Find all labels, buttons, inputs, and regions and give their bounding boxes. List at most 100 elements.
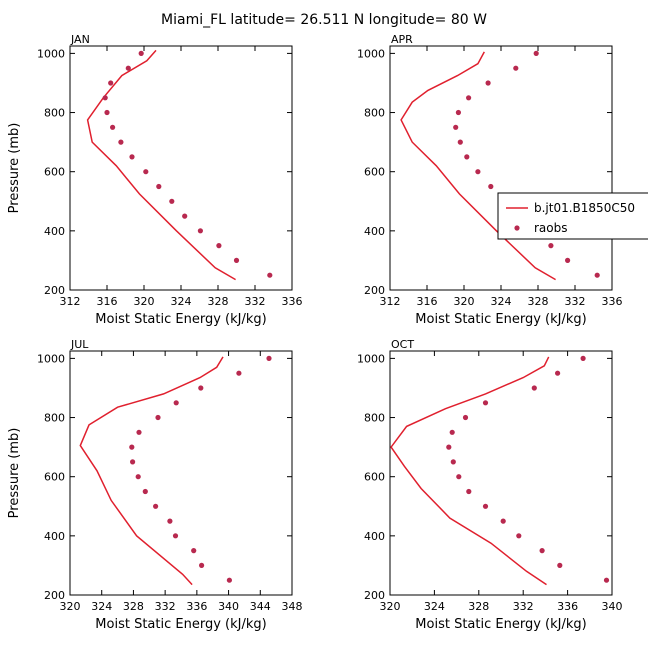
x-tick-label: 336 xyxy=(186,600,207,613)
raobs-point xyxy=(156,183,162,190)
panel-title-jan: JAN xyxy=(70,33,90,46)
y-tick-label: 400 xyxy=(364,530,385,543)
raobs-point xyxy=(482,400,489,406)
x-axis-label-jul: Moist Static Energy (kJ/kg) xyxy=(95,617,266,632)
y-tick-label: 600 xyxy=(364,166,385,179)
x-tick-label: 316 xyxy=(97,295,118,308)
legend-model-label: b.jt01.B1850C50 xyxy=(534,201,635,215)
raobs-point xyxy=(446,444,452,450)
raobs-point xyxy=(456,474,462,480)
panels-group: JAN 312 316 320 324 328 332 336 200 400 600 800 1000… xyxy=(7,33,648,632)
legend: b.jt01.B1850C50 raobs xyxy=(497,192,648,240)
raobs-point xyxy=(603,577,610,583)
raobs-point xyxy=(129,154,135,160)
x-tick-label: 328 xyxy=(468,600,489,613)
y-tick-label: 1000 xyxy=(37,47,65,60)
x-tick-label: 316 xyxy=(417,295,438,308)
plot-frame-jan xyxy=(69,45,293,291)
raobs-point xyxy=(500,518,506,524)
x-tick-label: 320 xyxy=(380,600,401,613)
raobs-point xyxy=(464,154,470,160)
raobs-point xyxy=(450,459,456,465)
raobs-point xyxy=(482,503,489,509)
panel-jan: JAN 312 316 320 324 328 332 336 200 400 600 800 1000… xyxy=(7,33,303,327)
y-tick-label: 1000 xyxy=(357,47,385,60)
legend-box xyxy=(497,192,648,240)
raobs-point xyxy=(129,444,135,450)
panel-jul: JUL 320 324 328 332 336 340 344 348 200 400 600 800 1… xyxy=(7,338,303,632)
x-tick-label: 324 xyxy=(491,295,512,308)
raobs-point xyxy=(108,80,114,86)
raobs-point xyxy=(548,243,554,249)
y-tick-label: 1000 xyxy=(37,352,65,365)
legend-marker-swatch xyxy=(514,225,520,231)
raobs-point xyxy=(198,385,204,391)
raobs-point xyxy=(130,459,136,465)
raobs-point xyxy=(457,139,463,145)
y-tick-label: 1000 xyxy=(357,352,385,365)
plot-frame-apr xyxy=(389,45,613,291)
raobs-point xyxy=(104,109,110,116)
raobs-point xyxy=(138,50,144,57)
y-tick-label: 600 xyxy=(44,166,65,179)
x-tick-label: 336 xyxy=(602,295,623,308)
x-tick-label: 332 xyxy=(565,295,586,308)
x-tick-label: 332 xyxy=(245,295,266,308)
raobs-point xyxy=(455,109,461,116)
x-axis-label-jan: Moist Static Energy (kJ/kg) xyxy=(95,312,266,327)
raobs-point xyxy=(485,80,491,86)
raobs-point xyxy=(155,414,161,421)
plot-frame-oct xyxy=(389,350,613,596)
raobs-point xyxy=(191,548,197,554)
raobs-point xyxy=(125,65,131,71)
y-tick-label: 800 xyxy=(364,107,385,120)
raobs-point xyxy=(533,50,539,57)
raobs-point xyxy=(172,533,179,539)
y-tick-label: 400 xyxy=(44,225,65,238)
x-tick-label: 340 xyxy=(218,600,239,613)
raobs-point xyxy=(118,139,124,145)
y-tick-label: 600 xyxy=(44,471,65,484)
x-tick-label: 328 xyxy=(528,295,549,308)
x-tick-label: 340 xyxy=(602,600,623,613)
raobs-point xyxy=(513,65,519,71)
panel-title-oct: OCT xyxy=(391,338,414,351)
raobs-point xyxy=(135,474,141,480)
raobs-point xyxy=(233,257,240,263)
raobs-point xyxy=(475,169,481,175)
raobs-point xyxy=(539,548,545,554)
raobs-point xyxy=(557,562,563,569)
raobs-point xyxy=(488,183,494,190)
plot-frame-jul xyxy=(69,350,293,596)
y-tick-label: 800 xyxy=(44,412,65,425)
y-tick-label: 400 xyxy=(44,530,65,543)
raobs-point xyxy=(199,562,205,569)
raobs-point xyxy=(226,577,232,583)
raobs-point xyxy=(466,95,472,101)
raobs-point xyxy=(216,243,222,249)
x-tick-label: 332 xyxy=(513,600,534,613)
raobs-point xyxy=(516,533,522,539)
figure-title: Miami_FL latitude= 26.511 N longitude= 8… xyxy=(161,12,487,28)
y-tick-label: 200 xyxy=(364,284,385,297)
y-tick-label: 400 xyxy=(364,225,385,238)
raobs-point xyxy=(102,95,108,101)
raobs-point xyxy=(143,169,149,175)
raobs-point xyxy=(594,272,600,278)
x-tick-label: 320 xyxy=(134,295,155,308)
raobs-point xyxy=(167,518,173,524)
x-tick-label: 324 xyxy=(171,295,192,308)
panel-title-jul: JUL xyxy=(70,338,89,351)
raobs-point xyxy=(236,370,242,376)
x-tick-label: 320 xyxy=(60,600,81,613)
x-tick-label: 324 xyxy=(91,600,112,613)
x-axis-label-apr: Moist Static Energy (kJ/kg) xyxy=(415,312,586,327)
model-line-oct xyxy=(390,356,550,586)
y-axis-label-jul: Pressure (mb) xyxy=(7,428,22,519)
raobs-point xyxy=(182,213,188,219)
x-tick-label: 312 xyxy=(380,295,401,308)
raobs-point xyxy=(153,503,159,509)
raobs-point xyxy=(266,355,272,361)
x-tick-label: 312 xyxy=(60,295,81,308)
x-tick-label: 324 xyxy=(424,600,445,613)
